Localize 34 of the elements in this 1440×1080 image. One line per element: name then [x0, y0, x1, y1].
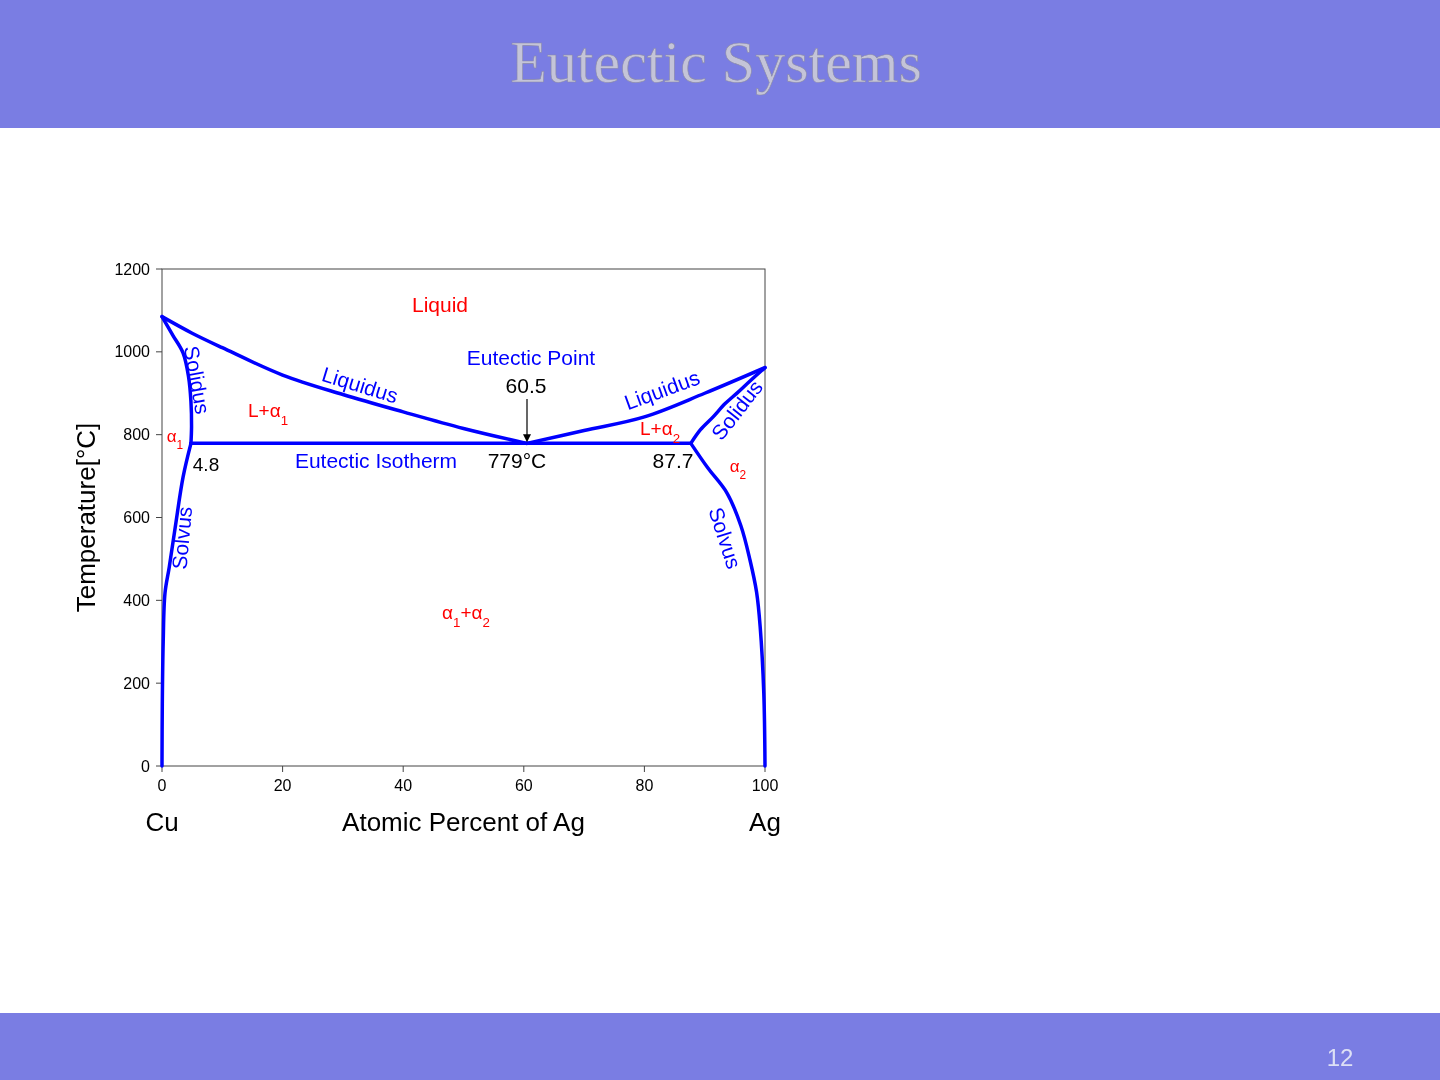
annotation: L+α$_{1}$ — [247, 399, 289, 428]
y-tick-label: 400 — [123, 591, 151, 609]
annotation: 4.8 — [192, 453, 220, 475]
annotation: α$_{1}$+α$_{2}$ — [442, 601, 490, 630]
annotation: Solvus — [167, 505, 197, 571]
x-tick-label: 100 — [751, 777, 779, 794]
x-tick-label: 20 — [273, 777, 292, 794]
y-tick-label: 800 — [123, 426, 151, 444]
annotation: 779°C — [487, 449, 547, 473]
annotation: Eutectic Point — [466, 346, 596, 370]
x-tick-label: 40 — [394, 777, 413, 794]
annotation: Liquid — [411, 293, 469, 317]
annotation: L+α$_{2}$ — [639, 417, 681, 446]
y-tick-label: 1200 — [114, 260, 151, 278]
text: Cu — [145, 807, 179, 838]
annotation: α$_{1}$ — [166, 426, 184, 452]
y-tick-label: 600 — [123, 509, 151, 527]
annotation: Solvus — [704, 504, 746, 572]
annotation: 87.7 — [652, 449, 694, 473]
chart-title: Eutectic Systems — [510, 29, 922, 95]
annotation: Eutectic Isotherm — [294, 449, 458, 473]
x-tick-label: 80 — [635, 777, 654, 794]
annotation: 60.5 — [505, 374, 547, 398]
text: Ag — [749, 807, 781, 838]
text: 12 — [1326, 1044, 1354, 1072]
x-tick-label: 60 — [514, 777, 533, 794]
x-tick-label: 0 — [157, 777, 167, 794]
annotation: Solidus — [179, 344, 215, 416]
y-axis-title: Temperature[°C] — [71, 422, 101, 613]
x-axis-title: Atomic Percent of Ag — [342, 807, 585, 837]
y-tick-label: 1000 — [114, 343, 151, 361]
y-tick-label: 200 — [123, 674, 151, 692]
y-tick-label: 0 — [141, 757, 151, 775]
annotation: α$_{2}$ — [729, 456, 747, 482]
